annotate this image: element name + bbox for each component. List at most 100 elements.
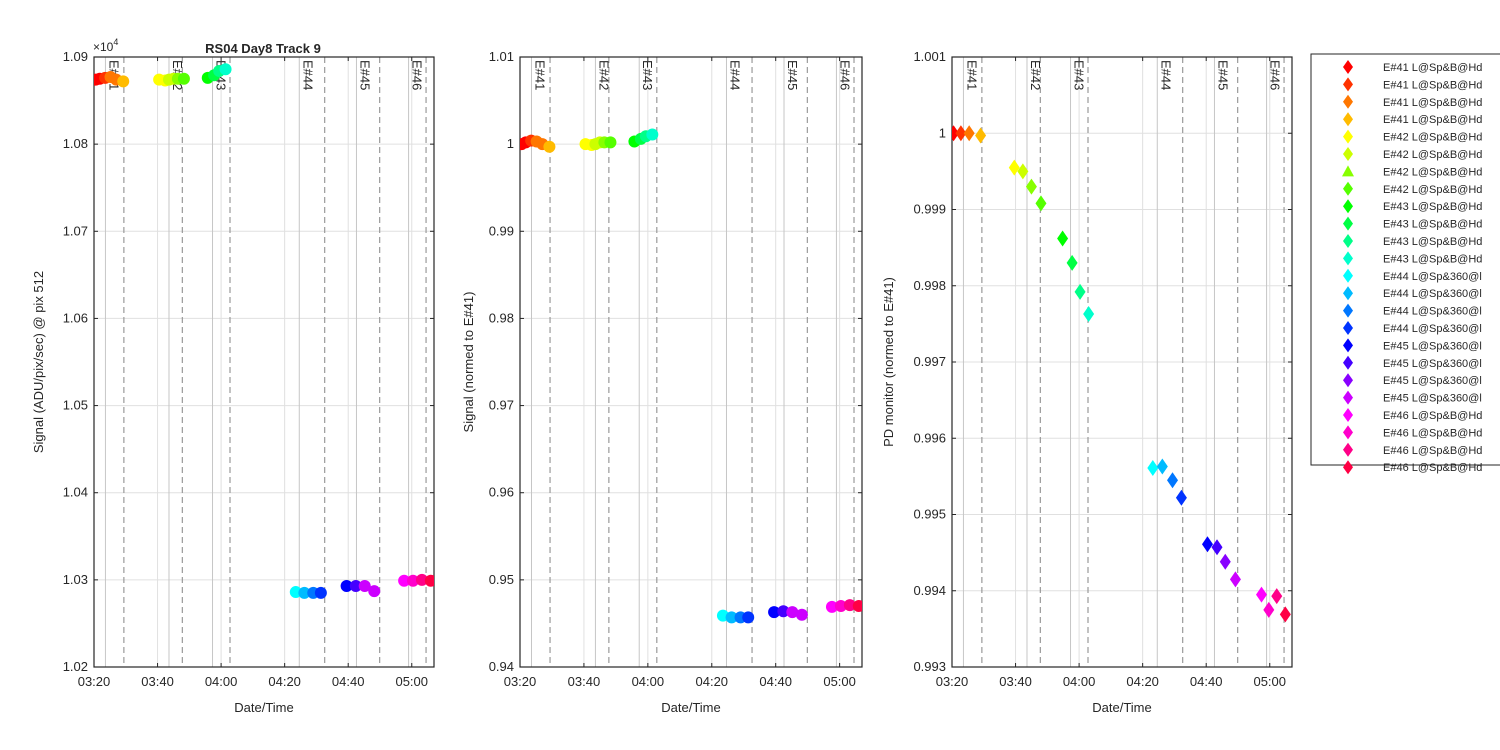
legend-marker [1343,355,1353,370]
data-markers [520,128,862,624]
y-axis-label: Signal (normed to E#41) [461,292,476,433]
legend-label: E#46 L@Sp&B@Hd [1383,462,1482,474]
x-tick-label: 03:40 [568,674,601,689]
data-point [1229,571,1241,588]
x-tick-label: 04:40 [332,674,365,689]
normed-signal-panel: E#41 E#42 E#43 E#44 E#45 E#46 0.94 0.95 0.96 0.97… [461,49,863,715]
signal-panel: E#41E#42E#43E#44E#45E#461.021.031.041.05… [31,49,435,715]
exponent-base: ×10 [93,40,114,54]
legend-marker [1343,251,1353,266]
exposure-label: E#45 [357,60,372,90]
legend-marker [1343,60,1353,74]
exposure-label: E#46 [1268,60,1283,90]
data-point [955,125,967,142]
data-point [742,611,755,624]
y-tick-label: 0.98 [489,310,514,325]
legend-label: E#43 L@Sp&B@Hd [1383,236,1482,248]
legend-label: E#43 L@Sp&B@Hd [1383,219,1482,231]
legend: E#41 L@Sp&B@Hd E#41 L@Sp&B@Hd E#41 L@Sp&B@… [1310,53,1500,475]
pd-monitor-panel: E#41 E#42 E#43 E#44 E#45 E#46 0.993 0.994 0.995 0… [881,49,1293,715]
legend-label: E#41 L@Sp&B@Hd [1383,79,1482,91]
data-point [1074,283,1086,300]
legend-label: E#45 L@Sp&360@l [1383,375,1482,387]
legend-marker [1343,460,1353,475]
legend-label: E#41 L@Sp&B@Hd [1383,97,1482,109]
legend-label: E#44 L@Sp&360@l [1383,306,1482,318]
exposure-label: E#41 [964,60,979,90]
legend-label: E#43 L@Sp&B@Hd [1383,201,1482,213]
exposure-label: E#46 [837,60,852,90]
x-tick-label: 04:00 [1063,674,1096,689]
data-markers [94,63,434,599]
y-tick-label: 0.996 [913,430,946,445]
legend-label: E#46 L@Sp&B@Hd [1383,427,1482,439]
data-point [1219,553,1231,570]
data-point [795,608,808,621]
x-tick-label: 04:00 [632,674,665,689]
data-point [1201,536,1213,553]
data-point [768,606,781,619]
x-tick-label: 05:00 [823,674,856,689]
y-tick-label: 1.09 [63,49,88,64]
data-point [852,600,862,612]
x-tick-label: 04:00 [205,674,238,689]
legend-marker [1343,147,1353,161]
legend-marker [1343,338,1353,353]
data-point [543,140,556,153]
y-axis-label: PD monitor (normed to E#41) [881,277,896,447]
legend-label: E#44 L@Sp&360@l [1383,323,1482,335]
data-point [358,579,371,592]
legend-marker [1343,77,1353,92]
data-point [604,136,617,149]
data-point [298,586,311,599]
data-point [725,611,738,624]
legend-label: E#43 L@Sp&B@Hd [1383,253,1482,265]
x-tick-label: 05:00 [1253,674,1286,689]
exposure-label: E#45 [785,60,800,90]
x-tick-label: 04:40 [759,674,792,689]
data-point [786,606,799,619]
exposure-label: E#44 [300,60,315,90]
x-tick-label: 03:40 [141,674,174,689]
exponent-power: 4 [113,37,118,47]
data-point [1156,458,1168,475]
y-tick-label: 1.01 [489,49,514,64]
x-tick-label: 04:20 [1126,674,1159,689]
legend-marker [1343,199,1353,214]
legend-marker [1343,373,1353,388]
legend-marker [1343,321,1353,335]
data-point [349,579,362,592]
y-tick-label: 0.95 [489,572,514,587]
y-tick-label: 0.995 [913,507,946,522]
legend-marker [1343,216,1353,231]
legend-marker [1342,165,1354,177]
data-point [843,599,856,612]
data-point [407,574,420,587]
legend-label: E#42 L@Sp&B@Hd [1383,132,1482,144]
axes-box [93,56,435,668]
legend-marker [1343,442,1353,457]
y-tick-label: 0.998 [913,278,946,293]
data-point [340,579,353,592]
legend-label: E#45 L@Sp&360@l [1383,358,1482,370]
data-point [1255,586,1267,603]
legend-marker [1343,408,1353,422]
y-tick-label: 0.99 [489,223,514,238]
x-axis-label: Date/Time [1092,700,1151,715]
x-tick-label: 05:00 [395,674,428,689]
data-markers [952,125,1291,623]
exposure-label: E#44 [1158,60,1173,90]
figure-title: RS04 Day8 Track 9 [205,41,321,56]
y-tick-label: 0.94 [489,659,514,674]
x-tick-label: 03:20 [504,674,537,689]
y-tick-label: 1 [507,136,514,151]
axes-box [519,56,863,668]
data-point [398,574,411,587]
data-point [1008,159,1020,176]
legend-marker [1343,112,1353,127]
data-point [1279,606,1291,623]
data-point [117,75,130,88]
data-point [825,600,838,613]
y-tick-label: 1.05 [63,398,88,413]
